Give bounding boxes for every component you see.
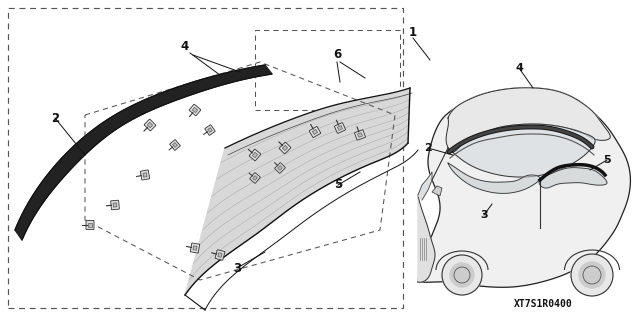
FancyBboxPatch shape <box>334 122 346 133</box>
FancyBboxPatch shape <box>309 126 321 137</box>
FancyBboxPatch shape <box>140 170 150 180</box>
Text: 2: 2 <box>424 143 432 153</box>
Bar <box>193 246 197 250</box>
Text: 3: 3 <box>233 262 241 275</box>
FancyBboxPatch shape <box>275 163 285 173</box>
Polygon shape <box>448 124 595 177</box>
Bar <box>282 145 287 151</box>
Text: 6: 6 <box>333 48 341 62</box>
Bar <box>193 108 198 113</box>
Bar <box>143 173 147 177</box>
Text: 1: 1 <box>409 26 417 39</box>
Polygon shape <box>539 168 607 188</box>
FancyBboxPatch shape <box>86 220 94 229</box>
FancyBboxPatch shape <box>189 104 201 116</box>
Text: 4: 4 <box>181 41 189 54</box>
Text: 5: 5 <box>334 179 342 191</box>
FancyBboxPatch shape <box>205 125 215 135</box>
Bar <box>88 223 92 227</box>
FancyBboxPatch shape <box>170 140 180 150</box>
Bar <box>207 128 212 132</box>
FancyBboxPatch shape <box>249 149 260 161</box>
FancyBboxPatch shape <box>111 200 119 210</box>
Polygon shape <box>418 195 435 282</box>
Polygon shape <box>446 88 611 152</box>
Text: 5: 5 <box>603 155 611 165</box>
Text: 4: 4 <box>515 63 523 73</box>
Bar <box>358 133 362 137</box>
FancyBboxPatch shape <box>250 173 260 183</box>
Bar <box>173 143 177 147</box>
Text: 2: 2 <box>51 112 59 124</box>
Circle shape <box>579 262 605 288</box>
Polygon shape <box>432 186 442 196</box>
Circle shape <box>442 255 482 295</box>
Bar <box>278 166 282 170</box>
Bar <box>8 8 403 308</box>
Text: 3: 3 <box>480 210 488 220</box>
Bar <box>255 30 400 110</box>
Circle shape <box>450 263 474 287</box>
Bar <box>253 175 257 180</box>
FancyBboxPatch shape <box>144 119 156 131</box>
FancyBboxPatch shape <box>355 130 365 140</box>
Bar <box>337 126 342 130</box>
Bar <box>252 152 258 158</box>
Polygon shape <box>448 163 540 193</box>
Polygon shape <box>418 88 630 287</box>
Bar <box>113 203 117 207</box>
Text: XT7S1R0400: XT7S1R0400 <box>514 299 572 309</box>
Polygon shape <box>185 88 410 295</box>
Bar <box>218 253 222 257</box>
Polygon shape <box>418 172 432 200</box>
Bar <box>147 122 153 128</box>
Bar <box>312 130 317 135</box>
FancyBboxPatch shape <box>279 142 291 154</box>
FancyBboxPatch shape <box>215 250 225 260</box>
FancyBboxPatch shape <box>190 243 200 253</box>
Circle shape <box>571 254 613 296</box>
Polygon shape <box>15 65 272 240</box>
